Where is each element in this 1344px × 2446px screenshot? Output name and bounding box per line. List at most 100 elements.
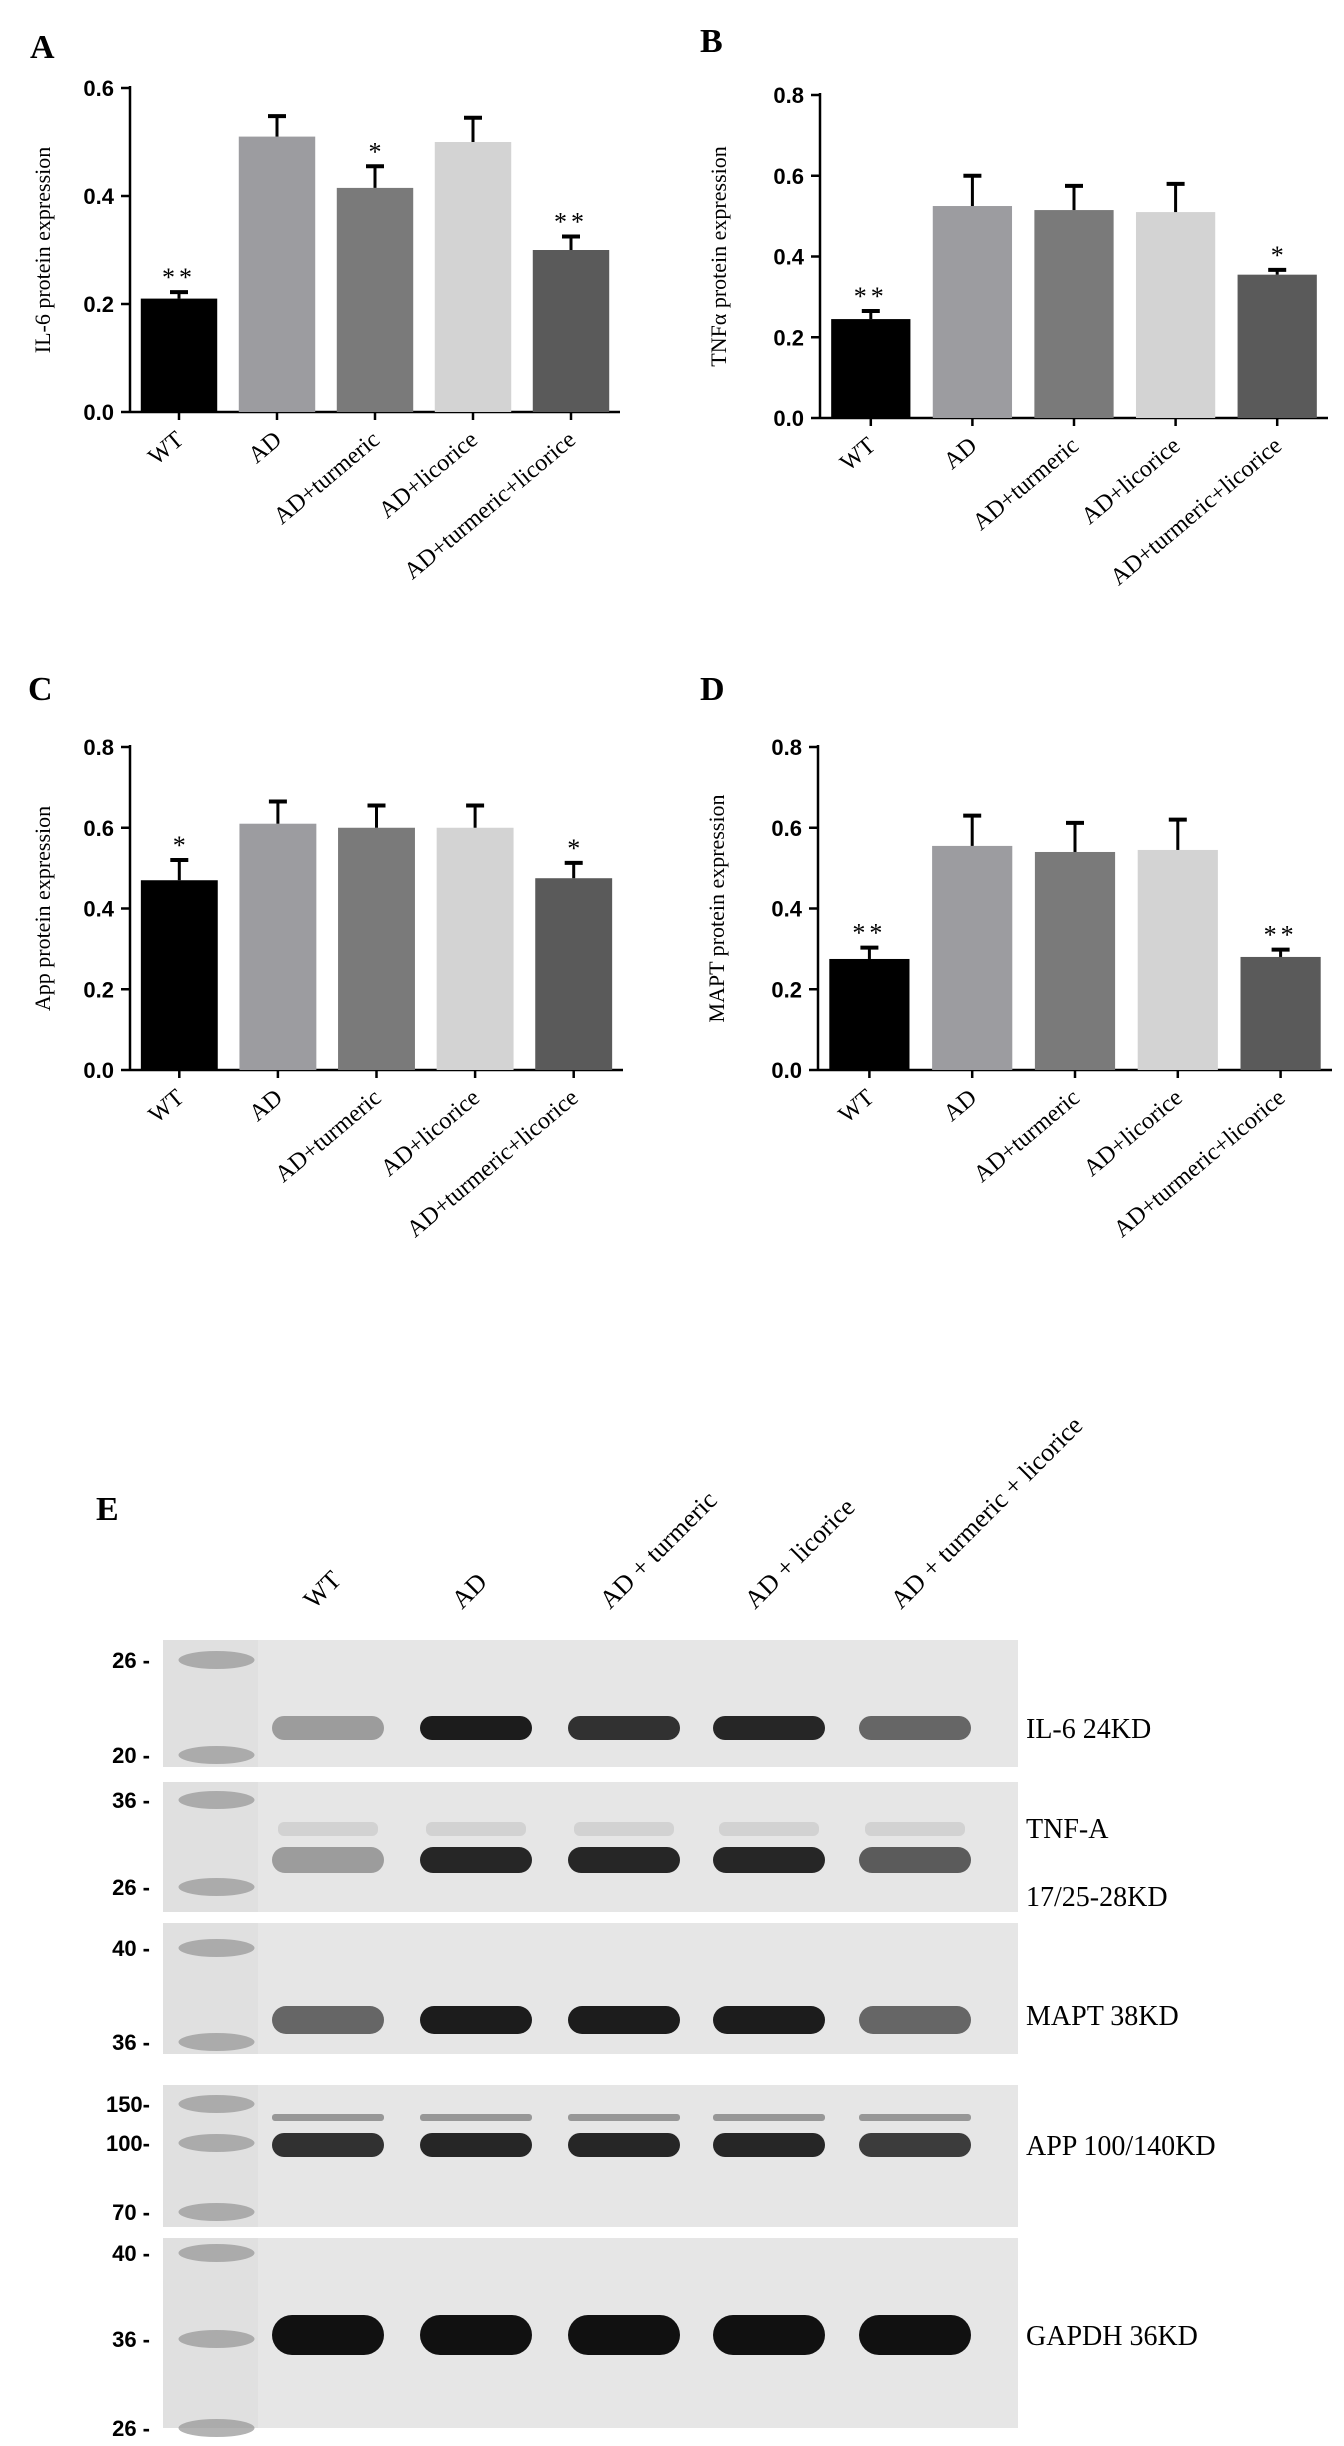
panel-letter: D [700,671,725,708]
y-tick-label: 0.6 [773,164,804,189]
bar-5 [1240,956,1321,1070]
protein-band-upper [420,2114,532,2121]
y-tick-label: 0.0 [771,1058,802,1083]
protein-band [420,2315,532,2355]
panel-letter: A [30,29,55,66]
x-tick-label: AD [939,1085,982,1127]
ladder-band [178,2033,255,2051]
significance-marker: ** [854,282,888,311]
ladder-band [178,1939,255,1957]
y-tick-label: 0.4 [83,897,114,922]
x-tick-label: AD+turmeric [969,1085,1085,1188]
x-tick-label: WT [144,426,190,470]
y-tick-label: 0.4 [773,245,804,270]
y-tick-label: 0.2 [771,977,802,1002]
bar-4 [1135,212,1216,418]
ladder-band [178,1878,255,1896]
blot-strip-il6: 26 - 20 - IL-6 24KD [112,1640,1151,1768]
lane-label: AD + licorice [739,1492,861,1614]
protein-band [859,1847,971,1873]
protein-band [420,1847,532,1873]
blot-strip-mapt: 40 - 36 - MAPT 38KD [112,1923,1179,2055]
significance-marker: * [173,831,186,860]
protein-band [568,2133,680,2157]
y-tick-label: 0.6 [83,76,114,101]
significance-marker: * [1271,241,1284,270]
band-label: IL-6 24KD [1026,1714,1151,1745]
protein-band [713,2315,825,2355]
x-tick-label: AD+turmeric [270,1085,386,1188]
protein-band [272,2006,384,2034]
significance-marker: ** [554,208,588,237]
x-tick-label: AD [244,427,287,469]
bar-3 [1034,851,1116,1070]
protein-band [420,2133,532,2157]
x-tick-label: WT [144,1084,190,1128]
bar-3 [1034,210,1114,418]
bar-4 [436,827,514,1070]
protein-band [272,2133,384,2157]
bar-5 [532,250,610,412]
protein-band-upper [272,2114,384,2121]
bar-chart-panel-b: B 0.0 0.2 0.4 0.6 0.8 TNFα protein expression *… [700,23,1328,591]
marker-label: 26 - [112,2416,150,2441]
x-tick-label: AD+turmeric [269,427,385,530]
y-tick-label: 0.8 [773,83,804,108]
protein-band-faint [574,1822,674,1836]
x-tick-label: AD+turmeric+licorice [399,427,580,585]
marker-label: 36 - [112,2030,150,2055]
bar-2 [932,206,1013,418]
bar-1 [829,958,910,1070]
protein-band [568,1716,680,1740]
y-tick-label: 0.4 [771,897,802,922]
significance-marker: ** [162,263,196,292]
marker-label: 70 - [112,2200,150,2225]
y-tick-label: 0.0 [83,1058,114,1083]
x-tick-label: AD+turmeric+licorice [402,1085,583,1243]
band-label: TNF-A [1026,1814,1109,1845]
bar-4 [434,142,512,412]
bar-2 [238,136,316,412]
y-tick-label: 0.0 [773,406,804,431]
protein-band [568,1847,680,1873]
x-tick-label: AD+turmeric+licorice [1106,433,1287,591]
band-label: MAPT 38KD [1026,2001,1179,2032]
marker-label: 40 - [112,2241,150,2266]
ladder-band [178,1791,255,1809]
blot-strip-tnfa: 36 - 26 - TNF-A 17/25-28KD [112,1782,1168,1913]
bar-2 [239,823,317,1070]
ladder-band [178,1651,255,1669]
bar-1 [831,319,911,418]
marker-label: 100- [106,2131,150,2156]
marker-label: 26 - [112,1875,150,1900]
protein-band [420,1716,532,1740]
lane-label: AD + turmeric + licorice [885,1411,1089,1615]
y-tick-label: 0.2 [83,977,114,1002]
bar-3 [336,187,414,412]
marker-label: 40 - [112,1936,150,1961]
bar-chart-panel-c: C 0.0 0.2 0.4 0.6 0.8 App protein expression * W… [28,671,623,1243]
protein-band-faint [865,1822,965,1836]
bar-4 [1137,849,1218,1070]
protein-band [272,2315,384,2355]
bar-chart-panel-a: A 0.0 0.2 0.4 0.6 IL-6 protein expression ** WT… [30,29,620,585]
protein-band [420,2006,532,2034]
lane-label: AD + turmeric [594,1485,723,1614]
protein-band-faint [426,1822,526,1836]
marker-label: 36 - [112,2327,150,2352]
y-axis-title: IL-6 protein expression [30,147,55,354]
blot-membrane [163,1923,1018,2054]
marker-label: 20 - [112,1743,150,1768]
blot-strip-gapdh: 40 - 36 - 26 - GAPDH 36KD [112,2238,1198,2441]
bar-3 [338,827,415,1070]
significance-marker: ** [1264,921,1298,950]
protein-band [713,2133,825,2157]
lane-label: WT [298,1565,347,1614]
protein-band-upper [713,2114,825,2121]
protein-band [859,2006,971,2034]
x-tick-label: AD+licorice [1079,1085,1188,1182]
protein-band [713,2006,825,2034]
y-axis-title: MAPT protein expression [704,794,729,1022]
bar-1 [140,880,218,1070]
